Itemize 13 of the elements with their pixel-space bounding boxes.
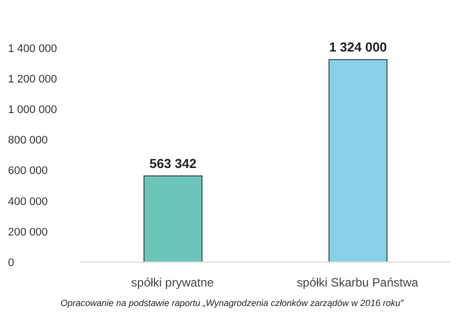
- y-tick-label: 1 400 000: [8, 42, 57, 55]
- y-tick-label: 800 000: [8, 134, 48, 147]
- y-tick-label: 1 200 000: [8, 73, 57, 86]
- y-tick-label: 200 000: [8, 226, 48, 238]
- data-label: 563 342: [150, 156, 196, 171]
- x-tick-label: spółki prywatne: [131, 276, 214, 290]
- y-tick-label: 0: [8, 256, 14, 269]
- y-tick-label: 600 000: [8, 165, 48, 178]
- x-tick-label: spółki Skarbu Państwa: [296, 276, 419, 290]
- text: Opracowanie na podstawie raportu „Wynagrodzenia członków zarządów w 2016 roku”: [60, 298, 405, 308]
- y-tick-label: 400 000: [8, 196, 48, 208]
- data-label: 1 324 000: [329, 40, 387, 55]
- y-tick-label: 1 000 000: [8, 104, 57, 116]
